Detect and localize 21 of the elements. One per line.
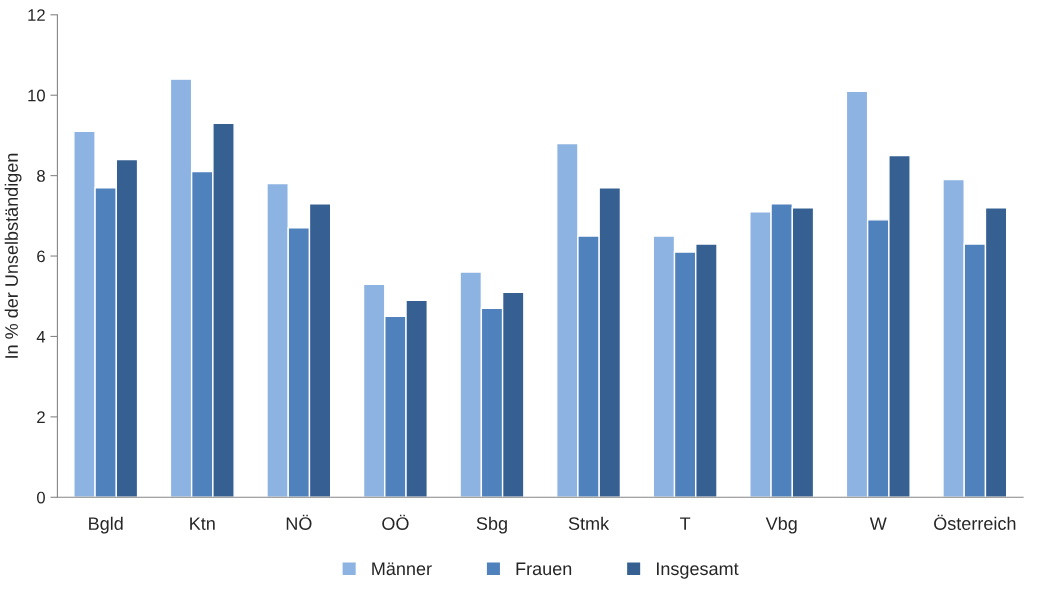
x-tick-label: OÖ (382, 514, 409, 530)
x-tick-label: Sbg (476, 516, 507, 534)
x-tick-label: Bgld (89, 516, 123, 534)
y-tick-label: 2 (37, 411, 45, 423)
legend-label: Frauen (516, 562, 572, 576)
y-tick-label: 0 (37, 491, 45, 504)
y-axis-title: In % der Unselbständigen (4, 153, 22, 358)
x-tick-label: W (869, 517, 887, 530)
y-tick-label: 8 (37, 170, 45, 182)
y-tick-label: 12 (28, 9, 45, 21)
legend-label: Männer (372, 562, 432, 576)
x-tick-label: Ktn (190, 517, 215, 530)
y-tick-label: 10 (28, 89, 45, 102)
x-tick-label: Österreich (934, 514, 1016, 530)
x-tick-label: T (680, 517, 691, 530)
legend-label: Insgesamt (657, 562, 739, 579)
x-tick-label: Vbg (765, 516, 797, 534)
x-tick-label: Stmk (568, 516, 610, 530)
y-tick-label: 4 (36, 331, 46, 343)
y-tick-label: 6 (37, 250, 45, 263)
x-tick-label: NÖ (286, 514, 312, 530)
